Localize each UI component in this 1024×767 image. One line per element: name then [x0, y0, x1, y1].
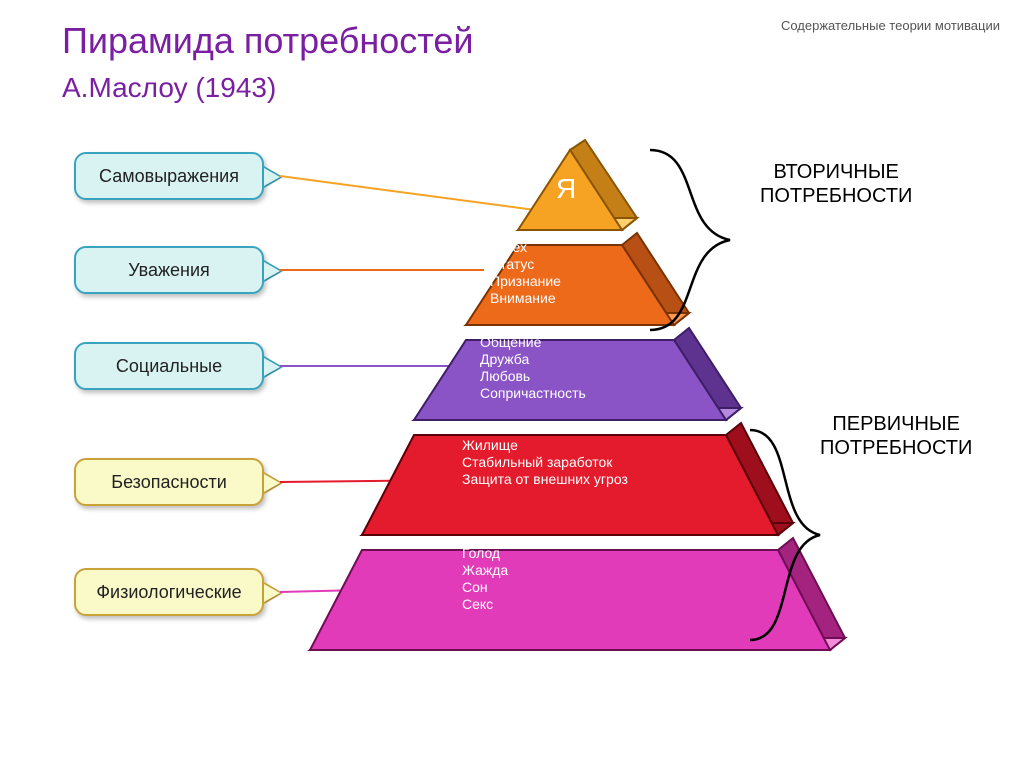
label-pointer	[264, 474, 280, 492]
pyr-text-physiological: Голод	[462, 545, 500, 561]
pyr-text-physiological: Жажда	[462, 562, 508, 578]
pyr-text-safety: Стабильный заработок	[462, 454, 613, 470]
bracket-primary	[740, 420, 840, 650]
pyr-text-physiological: Секс	[462, 596, 493, 612]
pyr-text-esteem: Статус	[490, 256, 534, 272]
pyr-text-esteem: Внимание	[490, 290, 556, 306]
label-social: Социальные	[74, 342, 264, 390]
page-subtitle: А.Маслоу (1943)	[62, 72, 276, 104]
label-pointer	[264, 584, 280, 602]
pyr-text-safety: Жилище	[462, 437, 518, 453]
label-pointer	[264, 358, 280, 376]
page-title: Пирамида потребностей	[62, 20, 474, 62]
corner-note: Содержательные теории мотивации	[781, 18, 1000, 33]
pyr-text-social: Дружба	[480, 351, 529, 367]
pyr-text-physiological: Сон	[462, 579, 488, 595]
pyr-text-social: Общение	[480, 334, 542, 350]
group-primary-label: ПЕРВИЧНЫЕ ПОТРЕБНОСТИ	[820, 412, 972, 460]
pyr-text-safety: Защита от внешних угроз	[462, 471, 628, 487]
label-pointer	[264, 168, 280, 186]
label-self-actualization: Самовыражения	[74, 152, 264, 200]
label-esteem: Уважения	[74, 246, 264, 294]
pyr-front-social	[414, 340, 726, 420]
pyr-text-self-actualization: Я	[556, 173, 576, 204]
label-pointer	[264, 262, 280, 280]
bracket-secondary	[640, 140, 760, 340]
pyr-text-social: Сопричастность	[480, 385, 586, 401]
label-safety: Безопасности	[74, 458, 264, 506]
group-secondary-label: ВТОРИЧНЫЕ ПОТРЕБНОСТИ	[760, 160, 912, 208]
label-physiological: Физиологические	[74, 568, 264, 616]
pyr-text-esteem: Успех	[490, 239, 527, 255]
pyr-text-esteem: Признание	[490, 273, 561, 289]
pyr-text-social: Любовь	[480, 368, 530, 384]
